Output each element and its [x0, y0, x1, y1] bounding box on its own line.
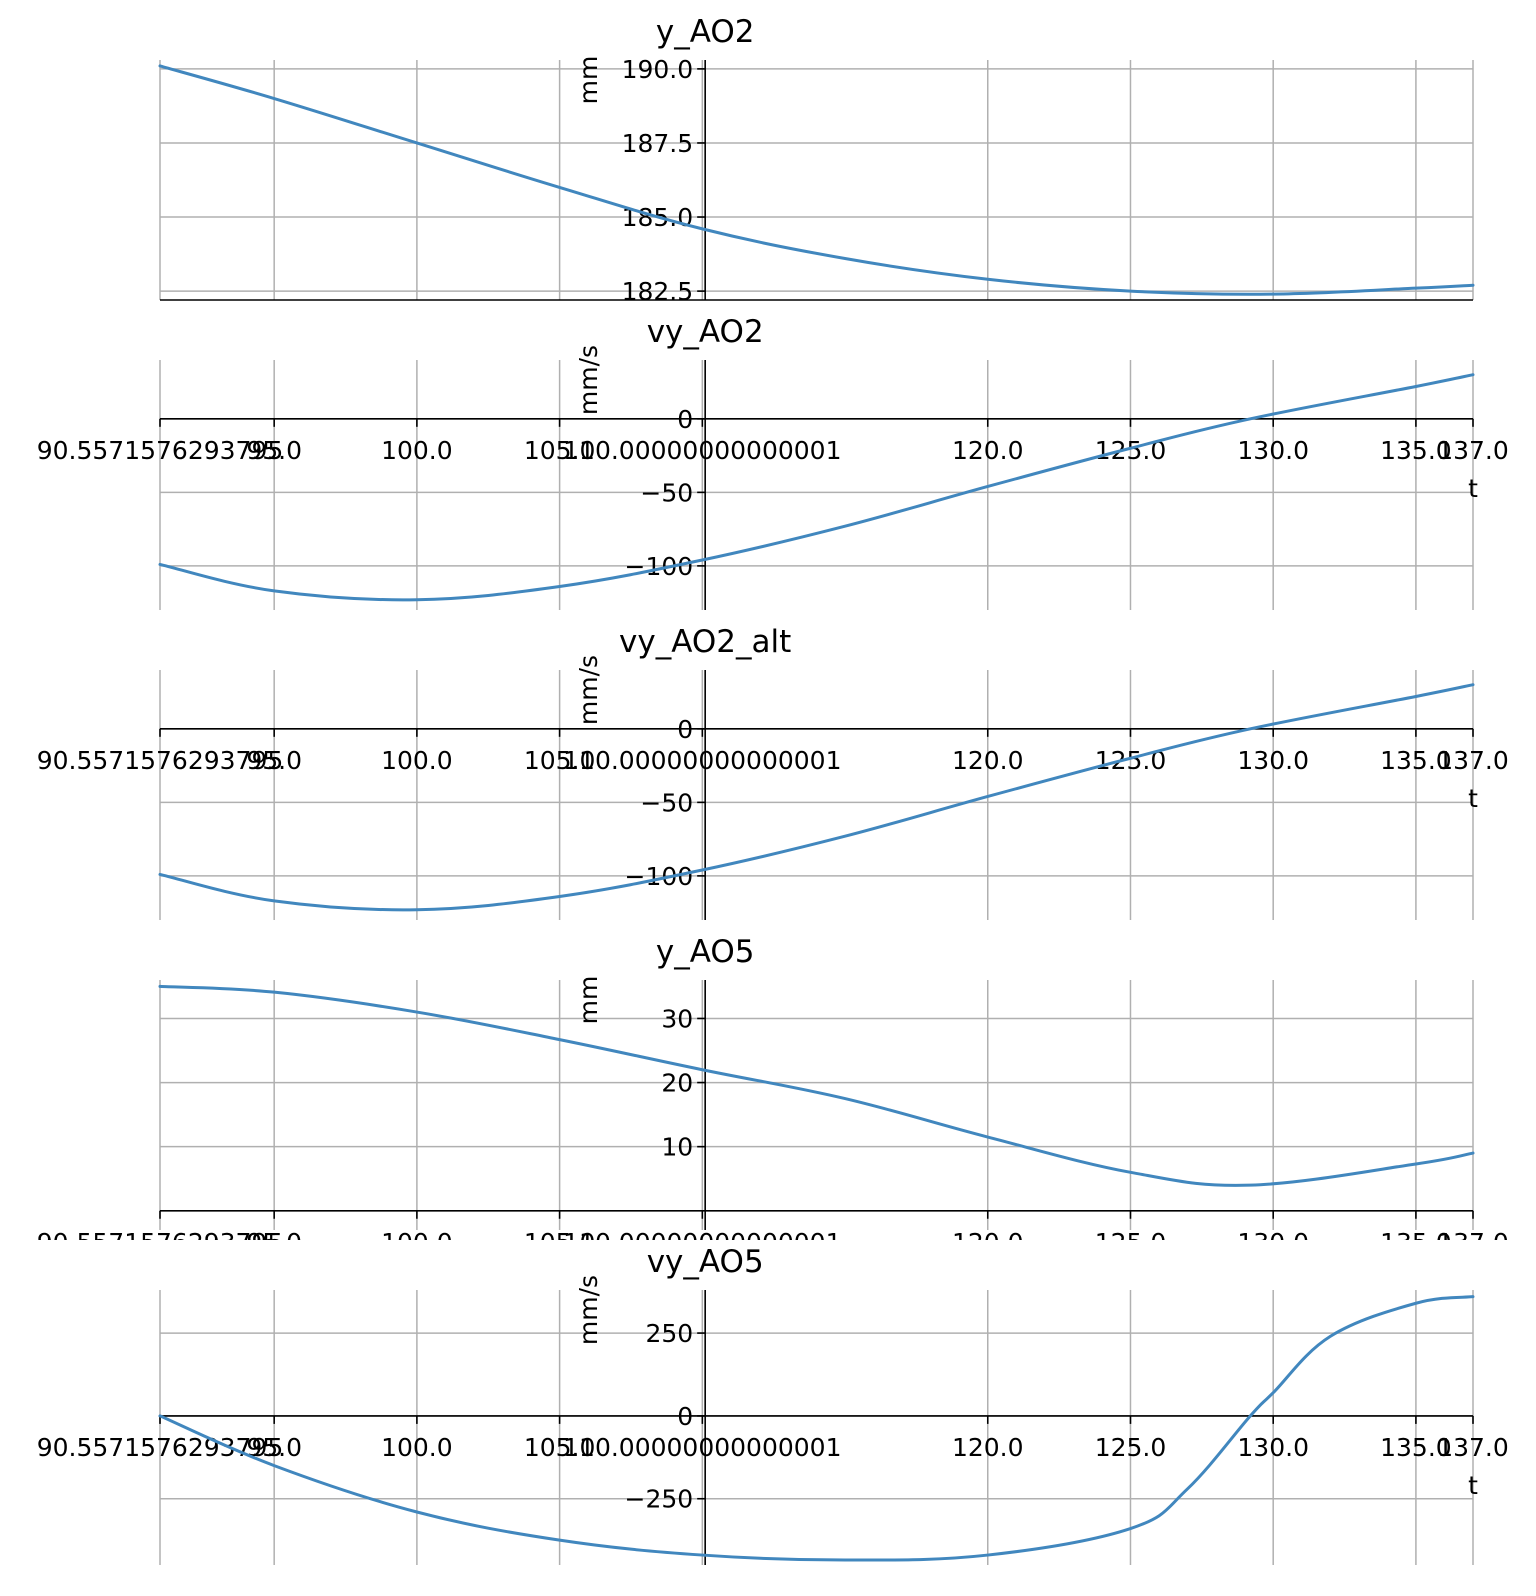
x-axis-label: t: [1468, 1471, 1478, 1500]
x-tick-label: 125.0: [1095, 1433, 1167, 1462]
series-line-4: [158, 984, 1475, 1187]
x-tick-label: 125.0: [1095, 1228, 1167, 1240]
x-tick-label: 90.5571576293795: [37, 436, 284, 465]
x-axis-label: t: [1468, 474, 1478, 503]
chart-title: y_AO5: [656, 934, 755, 970]
x-tick-label: 95.0: [246, 746, 302, 775]
x-tick-label: 100.0: [381, 1228, 453, 1240]
x-tick-label: 125.0: [1095, 746, 1167, 775]
x-tick-label: 125.0: [1095, 436, 1167, 465]
y-axis-label: mm: [574, 56, 603, 105]
y-axis-label: mm: [574, 976, 603, 1025]
x-tick-label: 110.00000000000001: [563, 1228, 841, 1240]
x-tick-label: 105.0: [524, 1433, 596, 1462]
y-tick-label: 187.5: [622, 129, 694, 158]
x-tick-label: 135.0: [1380, 746, 1452, 775]
y-tick-label: 20: [661, 1069, 693, 1098]
chart-title: vy_AO5: [647, 1244, 764, 1280]
y-tick-label: −50: [640, 788, 693, 817]
x-tick-label: 110.00000000000001: [563, 436, 841, 465]
x-tick-label: 95.0: [246, 436, 302, 465]
x-tick-label: 130.0: [1237, 436, 1309, 465]
x-tick-label: 135.0: [1380, 1228, 1452, 1240]
x-tick-label: 120.0: [952, 746, 1024, 775]
x-tick-label: 137.0: [1437, 436, 1509, 465]
x-axis-label: t: [1468, 784, 1478, 813]
y-tick-label: −100: [625, 552, 694, 581]
y-tick-label: −50: [640, 478, 693, 507]
x-tick-label: 110.00000000000001: [563, 1433, 841, 1462]
x-tick-label: 135.0: [1380, 436, 1452, 465]
chart-title: y_AO2: [656, 14, 755, 50]
x-tick-label: 100.0: [381, 436, 453, 465]
x-tick-label: 90.5571576293795: [37, 1228, 284, 1240]
y-tick-label: 250: [645, 1319, 693, 1348]
x-tick-label: 110.00000000000001: [563, 746, 841, 775]
chart-title: vy_AO2_alt: [619, 624, 791, 660]
x-tick-label: 137.0: [1437, 1228, 1509, 1240]
x-tick-label: 137.0: [1437, 1433, 1509, 1462]
y-tick-label: 30: [661, 1004, 693, 1033]
x-tick-label: 120.0: [952, 1228, 1024, 1240]
x-tick-label: 130.0: [1237, 1433, 1309, 1462]
y-axis-label: mm/s: [574, 345, 603, 415]
series-line-3: [158, 683, 1475, 912]
y-tick-label: 190.0: [622, 55, 694, 84]
y-tick-label: −100: [625, 862, 694, 891]
chart-title: vy_AO2: [647, 314, 764, 350]
x-tick-label: 130.0: [1237, 746, 1309, 775]
x-tick-label: 135.0: [1380, 1433, 1452, 1462]
x-tick-label: 90.5571576293795: [37, 746, 284, 775]
x-tick-label: 95.0: [246, 1228, 302, 1240]
x-tick-label: 105.0: [524, 746, 596, 775]
x-tick-label: 105.0: [524, 1228, 596, 1240]
y-axis-label: mm/s: [574, 655, 603, 725]
x-tick-label: 137.0: [1437, 746, 1509, 775]
x-tick-label: 100.0: [381, 1433, 453, 1462]
x-tick-label: 105.0: [524, 436, 596, 465]
x-tick-label: 120.0: [952, 1433, 1024, 1462]
x-tick-label: 90.5571576293795: [37, 1433, 284, 1462]
y-axis-label: mm/s: [574, 1275, 603, 1345]
y-tick-label: 10: [661, 1133, 693, 1162]
series-line-1: [158, 64, 1475, 296]
x-tick-label: 130.0: [1237, 1228, 1309, 1240]
x-tick-label: 100.0: [381, 746, 453, 775]
x-tick-label: 120.0: [952, 436, 1024, 465]
series-line-2: [158, 373, 1475, 602]
y-tick-label: −250: [625, 1485, 694, 1514]
series-line-5: [158, 1295, 1475, 1562]
y-tick-label: 182.5: [622, 277, 694, 306]
